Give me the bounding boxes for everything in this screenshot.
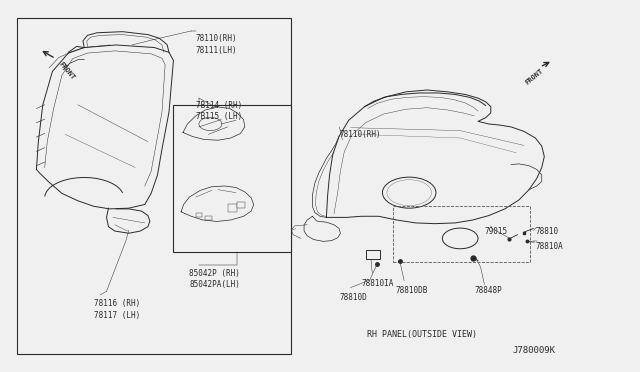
Text: FRONT: FRONT [58,61,76,81]
Text: 85042PA(LH): 85042PA(LH) [189,280,240,289]
Bar [228,205,237,212]
Text: 78810A: 78810A [536,242,563,251]
Bar [237,202,245,208]
Bar [196,213,202,217]
Text: RH PANEL(OUTSIDE VIEW): RH PANEL(OUTSIDE VIEW) [367,330,477,339]
Text: 85042P (RH): 85042P (RH) [189,269,240,278]
Text: 78848P: 78848P [474,286,502,295]
Bar [394,206,531,262]
Text: 7B115 (LH): 7B115 (LH) [196,112,242,121]
Text: 78110(RH): 78110(RH) [196,34,237,43]
Text: 78110(RH): 78110(RH) [339,130,381,139]
Bar [17,18,291,354]
Text: J780009K: J780009K [513,346,556,355]
Bar [205,216,212,220]
Text: 78810D: 78810D [339,293,367,302]
Text: 78111(LH): 78111(LH) [196,46,237,55]
Text: 78117 (LH): 78117 (LH) [94,311,140,320]
Text: 78810: 78810 [536,227,559,236]
Bar [173,105,291,253]
Text: 78810DB: 78810DB [395,286,428,295]
Text: 78810IA: 78810IA [362,279,394,288]
Text: 7B114 (RH): 7B114 (RH) [196,101,242,110]
Text: 79015: 79015 [484,227,508,236]
Text: FRONT: FRONT [524,68,544,86]
Bar [366,250,380,259]
Text: 78116 (RH): 78116 (RH) [94,299,140,308]
